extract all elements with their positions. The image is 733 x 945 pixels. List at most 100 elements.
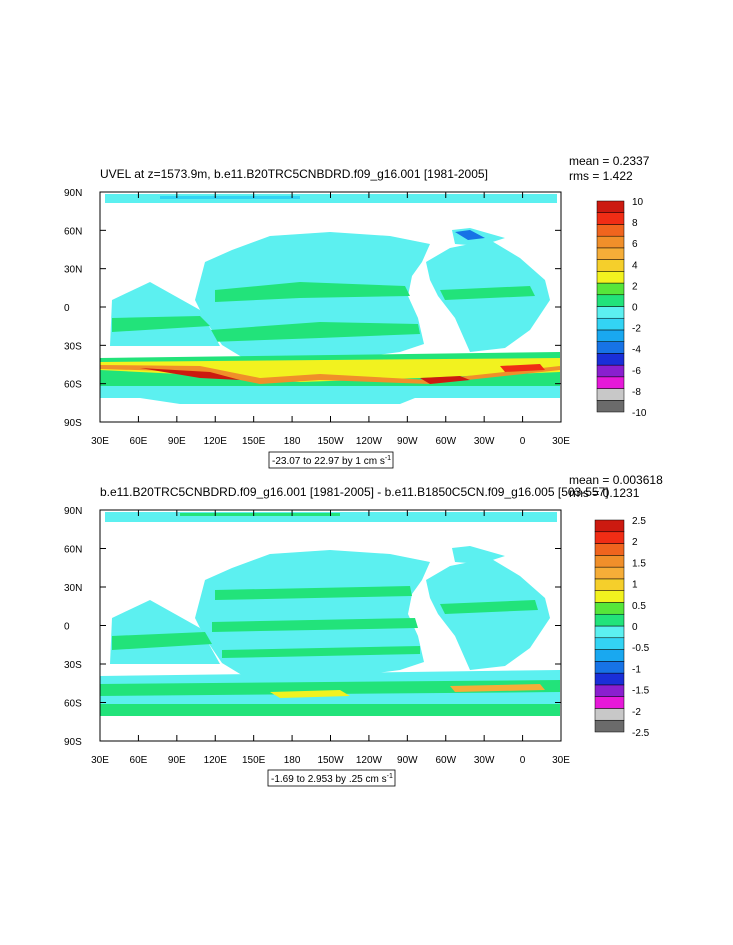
colorbar-swatch: [596, 212, 625, 225]
colorbar-swatch: [594, 519, 625, 533]
y-tick-label: 90S: [64, 737, 82, 748]
panel-2-colorbar: 2.5 2 1.5 1 0.5 0 -0.5 -1 -1.5 -2 -2.5: [594, 516, 650, 739]
y-tick-label: 60S: [64, 380, 82, 391]
colorbar-label: 2: [632, 281, 638, 292]
x-tick-label: 120E: [204, 436, 228, 447]
colorbar-swatch: [594, 531, 625, 544]
x-tick-label: 180: [284, 755, 301, 766]
x-tick-label: 150W: [317, 436, 344, 447]
y-tick-label: 30N: [64, 583, 82, 594]
colorbar-swatch: [596, 376, 625, 389]
colorbar-swatch: [596, 400, 625, 413]
y-tick-label: 90N: [64, 506, 82, 517]
colorbar-label: -1.5: [632, 686, 650, 697]
colorbar-swatch: [596, 282, 625, 296]
colorbar-swatch: [594, 613, 625, 627]
panel-2-rms: rms = 0.1231: [569, 486, 640, 500]
colorbar-swatch: [594, 719, 625, 733]
x-tick-label: 90W: [397, 436, 418, 447]
colorbar-swatch: [594, 590, 625, 603]
colorbar-label: -1: [632, 664, 641, 675]
colorbar-swatch: [596, 235, 625, 249]
colorbar-swatch: [594, 684, 625, 697]
x-tick-label: 120E: [204, 755, 228, 766]
x-tick-label: 30W: [474, 436, 495, 447]
y-tick-label: 30S: [64, 660, 82, 671]
colorbar-swatch: [596, 200, 625, 213]
x-tick-label: 150W: [317, 755, 344, 766]
colorbar-swatch: [596, 388, 625, 401]
colorbar-label: 6: [632, 239, 638, 250]
colorbar-swatch: [594, 661, 625, 674]
colorbar-swatch: [594, 672, 625, 686]
x-tick-label: 30E: [552, 436, 570, 447]
colorbar-swatch: [596, 224, 625, 237]
colorbar-swatch: [594, 555, 625, 568]
panel-1-title: UVEL at z=1573.9m, b.e11.B20TRC5CNBDRD.f…: [100, 167, 488, 181]
panel-2: b.e11.B20TRC5CNBDRD.f09_g16.001 [1981-20…: [64, 473, 663, 787]
colorbar-swatch: [596, 294, 625, 307]
x-tick-label: 150E: [242, 755, 266, 766]
panel-1-rms: rms = 1.422: [569, 169, 633, 183]
y-tick-label: 90S: [64, 418, 82, 429]
colorbar-swatch: [596, 329, 625, 342]
colorbar-swatch: [596, 271, 625, 284]
colorbar-swatch: [594, 708, 625, 721]
x-tick-label: 0: [520, 436, 526, 447]
panel-2-contour-info: -1.69 to 2.953 by .25 cm s-1: [267, 769, 396, 787]
x-tick-label: 120W: [356, 755, 383, 766]
colorbar-label: 0: [632, 622, 638, 633]
colorbar-label: 2: [632, 537, 638, 548]
panel-1-colorbar: 10 8 6 4 2 0 -2 -4 -6 -8 -10: [596, 197, 647, 419]
colorbar-swatch: [594, 566, 625, 580]
svg-text:-1.69 to 2.953 by .25 cm s-1: -1.69 to 2.953 by .25 cm s-1: [271, 773, 393, 785]
x-tick-label: 90W: [397, 755, 418, 766]
panel-1-map: [100, 194, 560, 404]
x-tick-label: 90E: [168, 755, 186, 766]
panel-2-mean: mean = 0.003618: [569, 473, 663, 487]
svg-text:-23.07 to 22.97 by 1 cm s-1: -23.07 to 22.97 by 1 cm s-1: [272, 455, 391, 467]
x-tick-label: 90E: [168, 436, 186, 447]
colorbar-label: -2.5: [632, 728, 650, 739]
colorbar-label: 2.5: [632, 516, 646, 527]
panel-2-map: [100, 512, 560, 716]
y-tick-label: 60N: [64, 545, 82, 556]
colorbar-label: 4: [632, 260, 638, 271]
colorbar-swatch: [594, 602, 625, 615]
colorbar-label: -8: [632, 387, 641, 398]
colorbar-label: -0.5: [632, 643, 650, 654]
x-tick-label: 0: [520, 755, 526, 766]
colorbar-label: 0: [632, 303, 638, 314]
colorbar-label: 0.5: [632, 601, 646, 612]
colorbar-swatch: [594, 649, 625, 662]
x-tick-label: 30E: [91, 755, 109, 766]
colorbar-swatch: [596, 317, 625, 331]
colorbar-label: -2: [632, 324, 641, 335]
colorbar-swatch: [596, 259, 625, 272]
colorbar-label: 8: [632, 218, 638, 229]
panel-2-title: b.e11.B20TRC5CNBDRD.f09_g16.001 [1981-20…: [100, 485, 609, 499]
x-tick-label: 60E: [130, 436, 148, 447]
x-tick-label: 30E: [552, 755, 570, 766]
colorbar-swatch: [594, 578, 625, 591]
panel-1: UVEL at z=1573.9m, b.e11.B20TRC5CNBDRD.f…: [64, 154, 650, 469]
x-tick-label: 30E: [91, 436, 109, 447]
colorbar-swatch: [594, 543, 625, 556]
y-tick-label: 0: [64, 622, 70, 633]
colorbar-label: -2: [632, 707, 641, 718]
colorbar-swatch: [594, 637, 625, 650]
panel-1-x-axis: 30E 60E 90E 120E 150E 180 150W 120W 90W 60W 30W 0 30…: [91, 192, 570, 447]
colorbar-label: 1: [632, 580, 638, 591]
panel-2-x-axis: 30E 60E 90E 120E 150E 180 150W 120W 90W 60W 30W 0 30…: [91, 510, 570, 766]
y-tick-label: 30S: [64, 341, 82, 352]
x-tick-label: 60E: [130, 755, 148, 766]
panel-1-y-axis: 90N 60N 30N 0 30S 60S 90S: [64, 188, 561, 429]
panel-2-contour-label: -1.69 to 2.953 by .25 cm s: [271, 774, 387, 785]
panel-1-mean: mean = 0.2337: [569, 154, 650, 168]
y-tick-label: 60S: [64, 699, 82, 710]
colorbar-swatch: [594, 696, 625, 709]
x-tick-label: 30W: [474, 755, 495, 766]
colorbar-swatch: [596, 353, 625, 366]
x-tick-label: 180: [284, 436, 301, 447]
